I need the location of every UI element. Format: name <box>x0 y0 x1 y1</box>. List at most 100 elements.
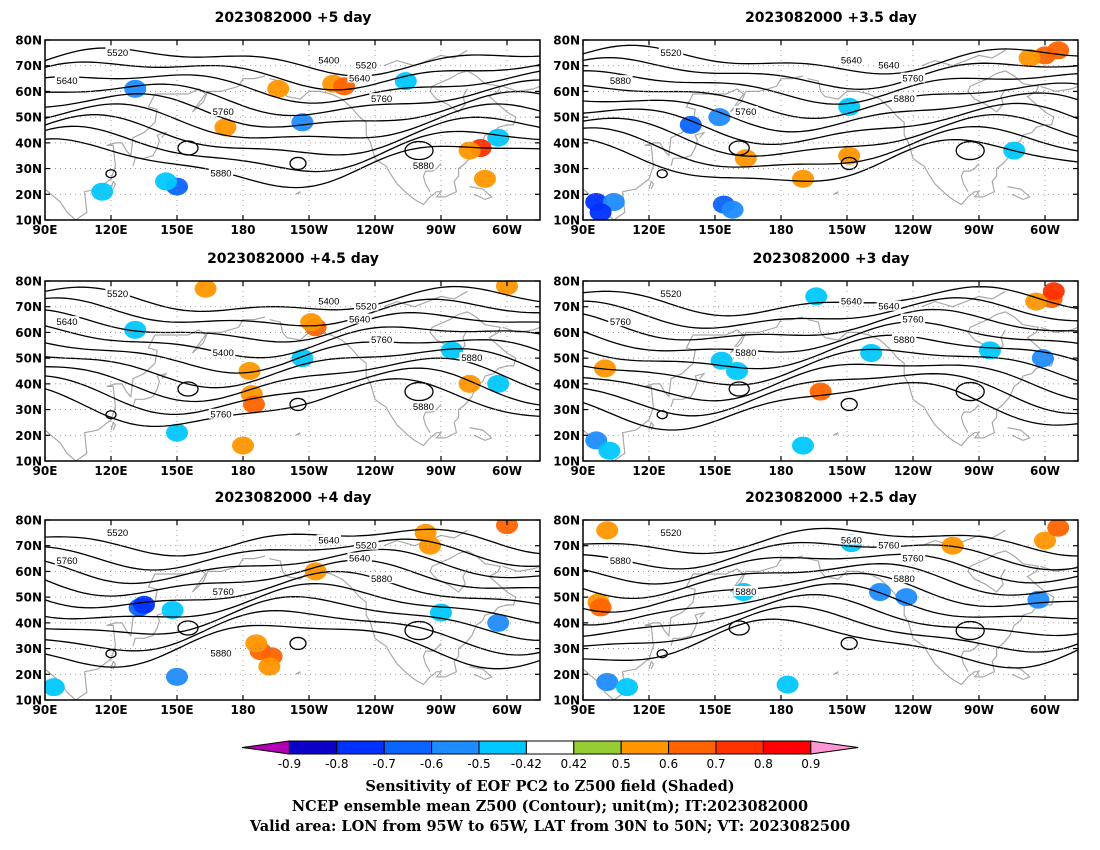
coastline <box>295 671 301 675</box>
z500-contour <box>45 624 540 670</box>
z500-contour <box>45 114 540 156</box>
coastline <box>1007 427 1031 442</box>
z500-contour <box>45 528 540 557</box>
contour-label: 5640 <box>349 315 370 326</box>
contour-label: 5400 <box>213 348 234 359</box>
coastline <box>921 49 1006 67</box>
lon-tick-label: 60W <box>492 223 522 237</box>
colorbar-label: 0.6 <box>659 757 678 771</box>
contour-label: 5760 <box>371 94 392 105</box>
contour-label: 5520 <box>660 289 681 300</box>
lon-tick-label: 90W <box>426 223 456 237</box>
colorbar-swatch <box>525 740 575 755</box>
z500-contour <box>45 61 540 91</box>
lon-tick-label: 120W <box>894 223 932 237</box>
lon-tick-label: 150W <box>290 464 328 478</box>
contour-label: 5760 <box>878 541 899 552</box>
sensitivity-patch <box>414 523 437 542</box>
lat-tick-label: 80N <box>15 275 42 289</box>
closed-contour <box>656 410 668 420</box>
sensitivity-patch <box>1025 292 1048 311</box>
coastline <box>583 555 804 700</box>
lon-tick-label: 150E <box>698 703 731 717</box>
z500-contour <box>45 378 540 428</box>
contour-label: 5640 <box>56 317 77 328</box>
contour-label: 5760 <box>213 587 234 598</box>
colorbar-swatch <box>620 740 670 755</box>
coastline <box>670 131 706 167</box>
coastline <box>670 372 706 408</box>
lat-tick-label: 40N <box>553 616 580 630</box>
lon-tick-label: 90E <box>33 464 58 478</box>
z500-contour <box>45 90 540 128</box>
z500-contour <box>45 559 540 597</box>
lat-tick-label: 10N <box>15 694 42 708</box>
lon-tick-label: 120E <box>94 223 127 237</box>
closed-contour <box>656 169 668 179</box>
closed-contour <box>728 381 750 397</box>
colorbar-label: 0.5 <box>612 757 631 771</box>
lat-tick-label: 30N <box>553 642 580 656</box>
lat-tick-label: 30N <box>553 403 580 417</box>
lon-tick-label: 180 <box>230 464 255 478</box>
z500-contour <box>583 82 1078 120</box>
contour-label: 5520 <box>107 528 128 539</box>
contour-label: 5760 <box>610 317 631 328</box>
coastline <box>110 660 117 670</box>
sensitivity-patch <box>124 320 147 339</box>
coastline <box>502 326 540 334</box>
coastline <box>469 427 493 442</box>
lat-tick-label: 30N <box>15 642 42 656</box>
contour-label: 5640 <box>349 74 370 85</box>
sensitivity-patch <box>1027 590 1050 609</box>
map-panel: 2023082000 +4 day 5520 5640 5520 5640 5760 576… <box>15 490 541 717</box>
sensitivity-patch <box>1047 520 1070 537</box>
lon-tick-label: 90E <box>33 223 58 237</box>
z500-contour <box>583 363 1078 402</box>
colorbar-swatch <box>336 740 385 755</box>
z500-contour <box>45 297 540 327</box>
z500-contour <box>583 553 1078 585</box>
contour-label: 5640 <box>878 61 899 72</box>
lon-tick-label: 180 <box>230 223 255 237</box>
lon-tick-label: 60W <box>1030 703 1060 717</box>
closed-contour <box>404 381 434 402</box>
z500-contour <box>583 618 1078 669</box>
contour-label: 5760 <box>902 74 923 85</box>
z500-contour <box>583 572 1078 613</box>
panel-title: 2023082000 +3 day <box>753 251 910 267</box>
lon-tick-label: 180 <box>768 223 793 237</box>
colorbar-label: -0.6 <box>420 757 443 771</box>
coastline <box>807 550 1055 686</box>
sensitivity-patch <box>1031 349 1054 368</box>
coastline <box>383 49 468 67</box>
coastline <box>1040 85 1078 93</box>
z500-contour <box>45 609 540 656</box>
panel-title: 2023082000 +4.5 day <box>207 251 379 267</box>
closed-contour <box>656 649 668 659</box>
lat-tick-label: 50N <box>15 111 42 125</box>
lat-tick-label: 30N <box>553 162 580 176</box>
lon-tick-label: 150W <box>828 223 866 237</box>
lon-tick-label: 150E <box>698 464 731 478</box>
sensitivity-patch <box>679 115 702 134</box>
coastline <box>269 70 517 206</box>
lat-tick-label: 80N <box>15 34 42 48</box>
sensitivity-patch <box>214 118 237 137</box>
sensitivity-patch <box>487 374 510 393</box>
panel-title: 2023082000 +4 day <box>215 490 372 506</box>
coastline <box>648 180 655 190</box>
colorbar-swatch <box>762 740 812 755</box>
colorbar: -0.9 -0.8 -0.7 -0.6 -0.5 -0.42 0.42 0.5 0.6 0.7 0.… <box>241 740 859 771</box>
lat-tick-label: 70N <box>553 539 580 553</box>
sensitivity-patch <box>124 79 147 98</box>
coastline <box>469 666 493 681</box>
colorbar-swatch <box>573 740 622 755</box>
z500-contour <box>583 527 1078 557</box>
sensitivity-patch <box>161 601 184 619</box>
sensitivity-patch <box>166 423 188 442</box>
contour-label: 5880 <box>735 587 756 598</box>
contour-label: 5520 <box>107 289 128 300</box>
contour-label: 5640 <box>841 56 862 67</box>
